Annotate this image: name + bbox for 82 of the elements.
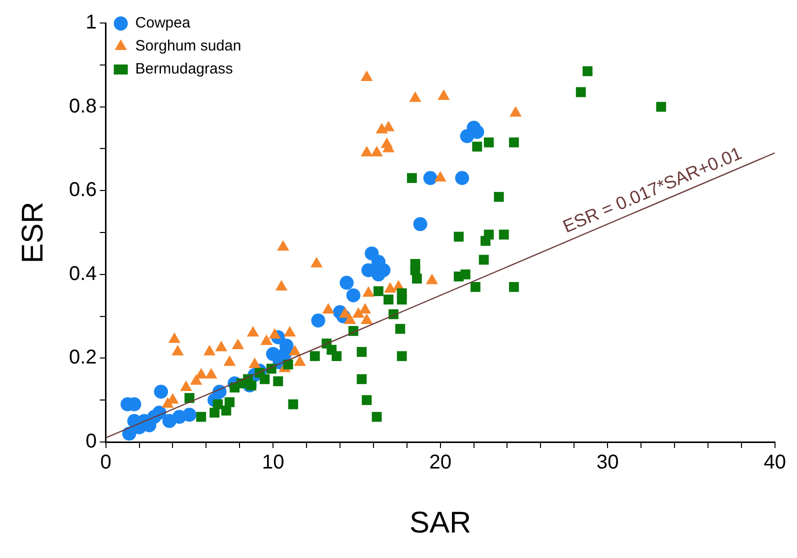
point	[395, 324, 406, 334]
point	[273, 376, 284, 386]
point	[472, 142, 482, 152]
point	[311, 313, 326, 328]
point	[332, 351, 342, 362]
point	[454, 232, 464, 242]
point	[184, 393, 194, 403]
point	[370, 146, 383, 156]
point	[246, 380, 256, 390]
x-tick-label: 20	[429, 452, 452, 474]
point	[372, 412, 382, 422]
point	[182, 408, 196, 422]
point	[434, 171, 446, 182]
point	[426, 274, 438, 284]
point	[576, 87, 586, 98]
point	[656, 102, 666, 112]
point	[279, 338, 294, 353]
x-axis-title: SAR	[409, 506, 472, 540]
y-tick-label: 0.2	[68, 346, 97, 369]
point	[360, 70, 373, 81]
point	[371, 267, 386, 282]
legend-label: Sorghum sudan	[135, 38, 242, 55]
point	[494, 192, 504, 202]
point	[283, 360, 294, 370]
point	[410, 265, 420, 276]
point	[384, 294, 394, 304]
point	[180, 380, 192, 392]
point	[438, 89, 450, 100]
point	[224, 397, 235, 408]
y-tick-label: 1	[86, 12, 97, 34]
x-tick-label: 10	[262, 452, 284, 474]
point	[268, 328, 281, 339]
point	[362, 286, 374, 297]
point	[359, 303, 372, 314]
point	[484, 230, 494, 240]
point	[508, 137, 519, 148]
y-axis-title: ESR	[16, 202, 50, 264]
point	[260, 374, 270, 384]
point	[582, 66, 592, 76]
point	[154, 384, 168, 399]
point	[406, 173, 417, 183]
point	[409, 91, 422, 102]
point	[246, 326, 260, 337]
point	[356, 374, 367, 384]
point	[484, 137, 494, 148]
point	[510, 106, 522, 117]
point	[340, 276, 354, 290]
point	[277, 240, 290, 251]
point	[356, 346, 367, 357]
point	[460, 269, 470, 280]
x-tick-label: 40	[764, 452, 786, 474]
point	[470, 282, 480, 292]
point	[310, 256, 323, 268]
point	[210, 408, 220, 418]
point	[455, 171, 470, 186]
point	[478, 254, 489, 265]
point	[396, 288, 407, 298]
point	[396, 351, 407, 362]
point	[508, 282, 519, 292]
point	[498, 230, 509, 240]
point	[288, 399, 298, 410]
point	[310, 351, 320, 362]
legend-label: Bermudagrass	[135, 60, 233, 78]
y-tick-label: 0.6	[68, 179, 97, 202]
point	[284, 326, 296, 337]
y-tick-label: 0.4	[68, 262, 97, 285]
point	[374, 286, 384, 296]
point	[322, 303, 334, 314]
point	[413, 217, 428, 232]
point	[232, 338, 244, 350]
x-tick-label: 0	[100, 452, 112, 474]
point	[362, 395, 372, 406]
y-tick-label: 0.8	[68, 95, 97, 118]
y-tick-label: 0	[86, 430, 97, 453]
x-tick-label: 30	[596, 452, 619, 474]
point	[384, 282, 396, 293]
legend-label: Cowpea	[135, 14, 191, 32]
point	[196, 412, 206, 422]
point	[346, 288, 360, 302]
point	[360, 146, 373, 156]
point	[352, 307, 364, 318]
point	[423, 171, 438, 186]
